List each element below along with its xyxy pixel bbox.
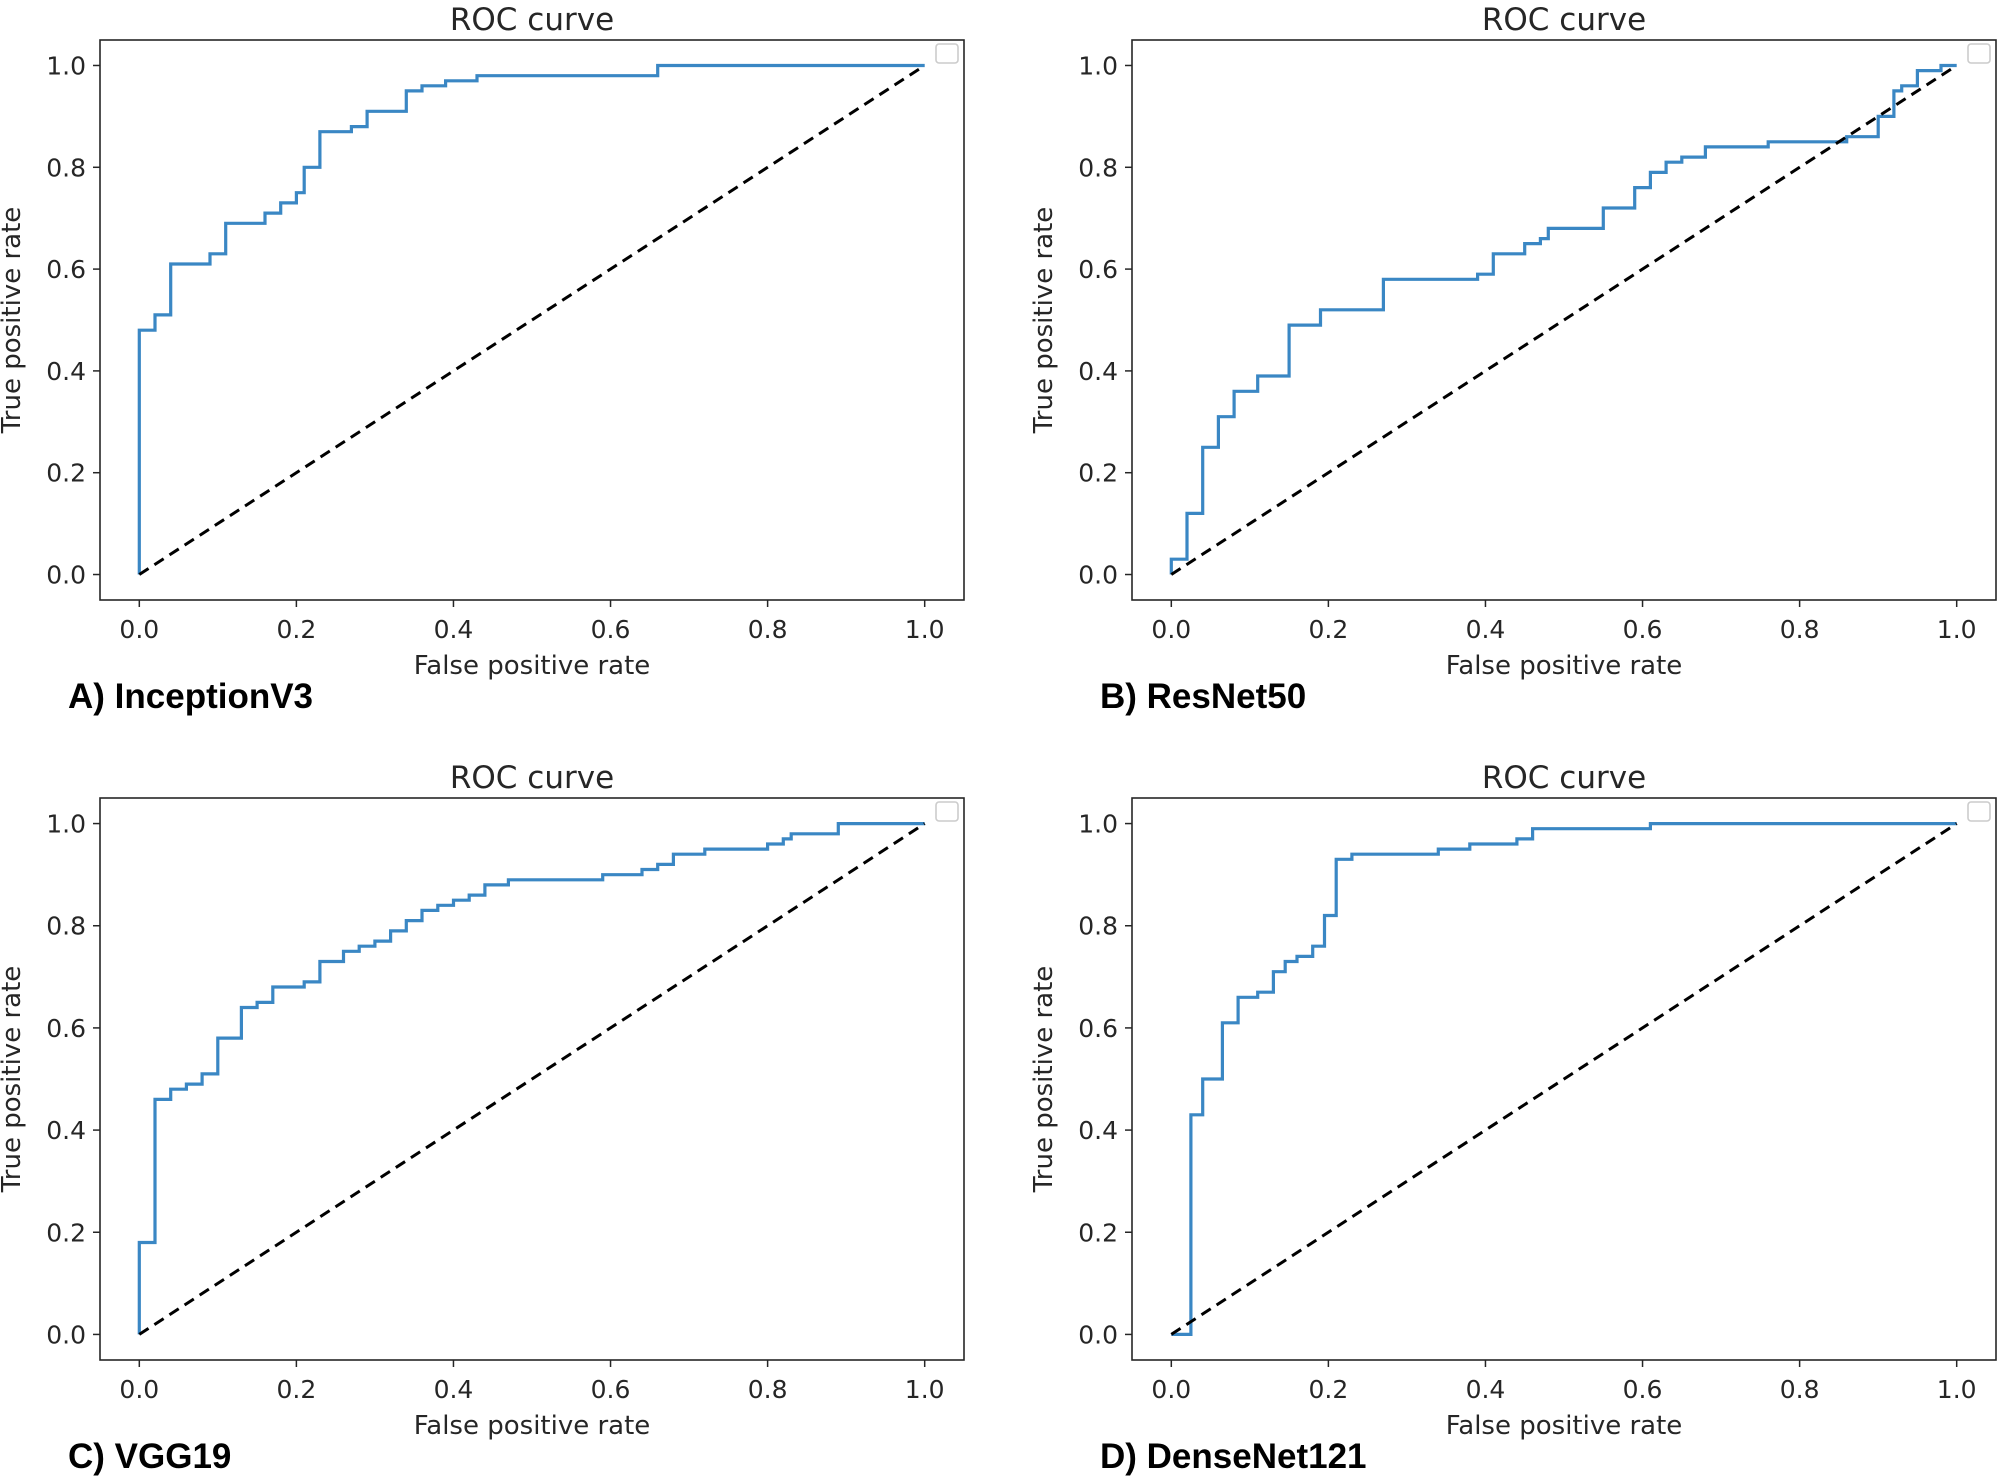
y-axis-label: True positive rate: [1029, 966, 1059, 1194]
roc-panel-2: 0.0 0.2 0.4 0.6 0.8 1.0 0.0 0.2 0.4 0.6 0.8 1.0 ROC …: [1029, 2, 1997, 716]
y-tick-label: 0.8: [46, 912, 86, 941]
y-tick-label: 1.0: [46, 810, 86, 839]
x-tick-label: 0.4: [1466, 615, 1506, 644]
x-tick-label: 0.4: [434, 1375, 474, 1404]
x-tick-label: 1.0: [1937, 1375, 1977, 1404]
x-tick-label: 0.0: [119, 615, 159, 644]
x-axis-label: False positive rate: [1446, 1411, 1683, 1441]
y-tick-label: 0.6: [1078, 1014, 1118, 1043]
empty-legend-box: [935, 801, 959, 822]
y-axis-label: True positive rate: [1029, 207, 1059, 435]
roc-curve-line: [137, 821, 925, 1335]
x-tick-label: 0.6: [591, 615, 631, 644]
roc-panel-4: 0.0 0.2 0.4 0.6 0.8 1.0 0.0 0.2 0.4 0.6 0.8 1.0 ROC …: [1029, 760, 1997, 1476]
x-tick-label: 0.6: [1623, 1375, 1663, 1404]
y-axis-label: True positive rate: [0, 207, 27, 435]
x-tick-label: 0.8: [748, 1375, 788, 1404]
roc-curve-line: [137, 63, 925, 575]
x-tick-label: 1.0: [905, 1375, 945, 1404]
y-axis-label: True positive rate: [0, 966, 27, 1194]
x-tick-label: 1.0: [1937, 615, 1977, 644]
x-tick-label: 0.2: [277, 1375, 317, 1404]
chance-diagonal-line: [1170, 64, 1958, 576]
y-tick-label: 0.8: [46, 153, 86, 182]
panel-caption: C) VGG19: [68, 1437, 231, 1476]
x-tick-label: 0.8: [748, 615, 788, 644]
x-tick-label: 0.0: [1151, 615, 1191, 644]
panel-caption: A) InceptionV3: [68, 677, 313, 716]
y-tick-label: 0.4: [46, 357, 86, 386]
x-tick-label: 0.2: [277, 615, 317, 644]
y-tick-label: 0.0: [1078, 1320, 1118, 1349]
chart-title: ROC curve: [450, 760, 614, 796]
x-tick-label: 0.6: [591, 1375, 631, 1404]
x-tick-label: 0.2: [1309, 615, 1349, 644]
empty-legend-box: [935, 43, 959, 64]
x-axis-label: False positive rate: [1446, 651, 1683, 681]
y-tick-label: 1.0: [1078, 51, 1118, 80]
y-tick-label: 0.6: [46, 255, 86, 284]
chance-diagonal-line: [1170, 822, 1958, 1336]
x-tick-label: 0.8: [1780, 1375, 1820, 1404]
chance-diagonal-line: [138, 64, 926, 576]
roc-curve-line: [1171, 821, 1957, 1337]
y-tick-label: 0.0: [46, 561, 86, 590]
empty-legend-box: [1967, 43, 1991, 64]
y-tick-label: 0.6: [1078, 255, 1118, 284]
y-tick-label: 0.4: [1078, 357, 1118, 386]
panel-caption: B) ResNet50: [1100, 677, 1306, 716]
chart-title: ROC curve: [450, 2, 614, 38]
x-tick-label: 0.0: [119, 1375, 159, 1404]
y-tick-label: 0.0: [46, 1320, 86, 1349]
y-tick-label: 0.6: [46, 1014, 86, 1043]
x-tick-label: 0.8: [1780, 615, 1820, 644]
x-tick-label: 0.6: [1623, 615, 1663, 644]
x-tick-label: 0.0: [1151, 1375, 1191, 1404]
y-tick-label: 0.4: [1078, 1116, 1118, 1145]
y-tick-label: 0.2: [46, 1218, 86, 1247]
x-tick-label: 0.4: [434, 615, 474, 644]
empty-legend-box: [1967, 801, 1991, 822]
chart-title: ROC curve: [1482, 2, 1646, 38]
y-tick-label: 0.8: [1078, 153, 1118, 182]
x-axis-label: False positive rate: [414, 1411, 651, 1441]
y-tick-label: 0.4: [46, 1116, 86, 1145]
y-tick-label: 1.0: [1078, 810, 1118, 839]
x-axis-label: False positive rate: [414, 651, 651, 681]
chance-diagonal-line: [138, 822, 926, 1336]
y-tick-label: 1.0: [46, 51, 86, 80]
roc-panel-1: 0.0 0.2 0.4 0.6 0.8 1.0 0.0 0.2 0.4 0.6 0.8 1.0 ROC …: [0, 2, 965, 716]
panel-caption: D) DenseNet121: [1100, 1437, 1367, 1476]
roc-panel-3: 0.0 0.2 0.4 0.6 0.8 1.0 0.0 0.2 0.4 0.6 0.8 1.0 ROC …: [0, 760, 965, 1476]
roc-curve-line: [1169, 63, 1957, 575]
x-tick-label: 0.4: [1466, 1375, 1506, 1404]
x-tick-label: 0.2: [1309, 1375, 1349, 1404]
y-tick-label: 0.0: [1078, 561, 1118, 590]
x-tick-label: 1.0: [905, 615, 945, 644]
y-tick-label: 0.2: [1078, 459, 1118, 488]
y-tick-label: 0.8: [1078, 912, 1118, 941]
y-tick-label: 0.2: [46, 459, 86, 488]
chart-title: ROC curve: [1482, 760, 1646, 796]
y-tick-label: 0.2: [1078, 1218, 1118, 1247]
